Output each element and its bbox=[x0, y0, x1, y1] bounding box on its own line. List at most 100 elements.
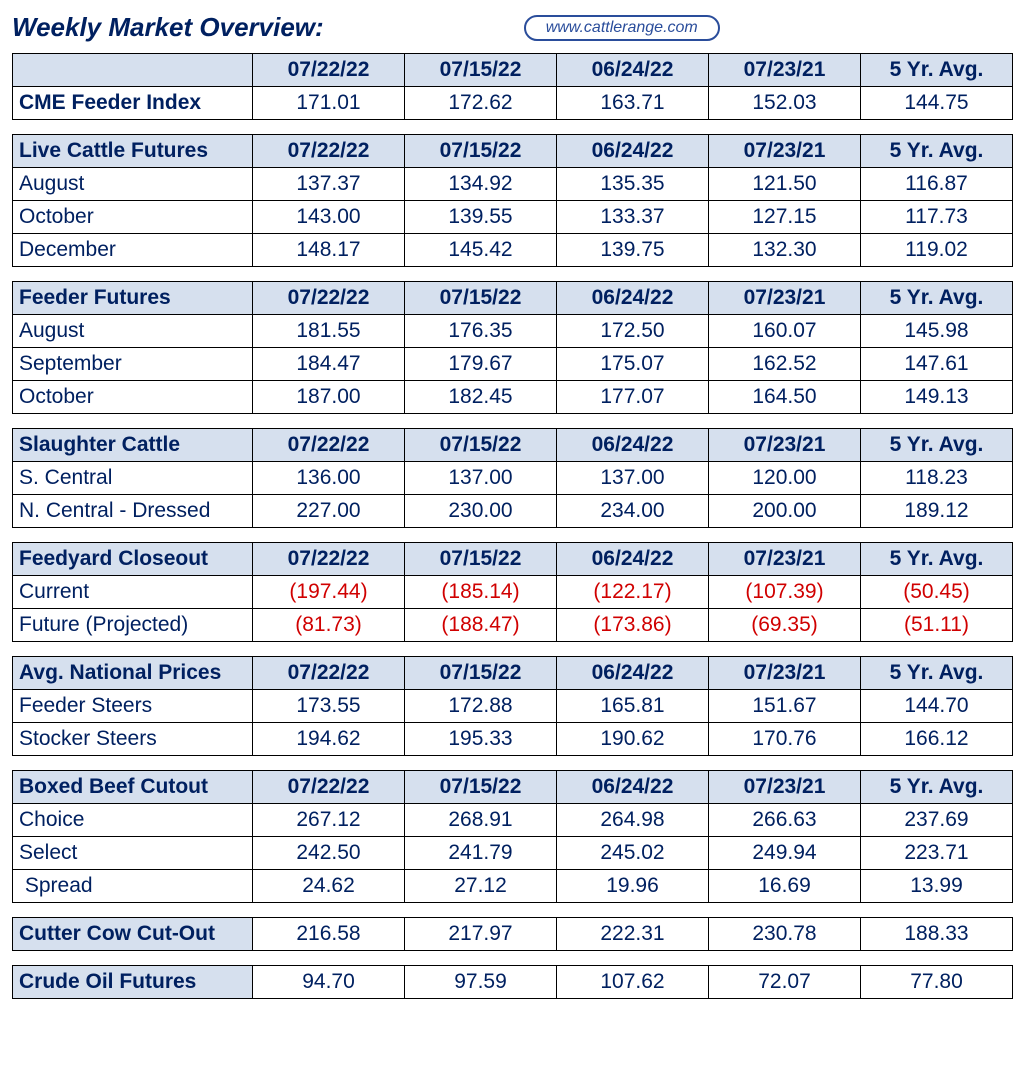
value-cell: 164.50 bbox=[709, 381, 861, 414]
value-cell: 143.00 bbox=[253, 201, 405, 234]
value-cell: (107.39) bbox=[709, 576, 861, 609]
date-header: 5 Yr. Avg. bbox=[861, 543, 1013, 576]
value-cell: 249.94 bbox=[709, 837, 861, 870]
tables-container: 07/22/2207/15/2206/24/2207/23/215 Yr. Av… bbox=[12, 53, 1012, 999]
value-cell: 19.96 bbox=[557, 870, 709, 903]
value-cell: 132.30 bbox=[709, 234, 861, 267]
date-header: 07/22/22 bbox=[253, 771, 405, 804]
row-label: CME Feeder Index bbox=[13, 87, 253, 120]
value-cell: 216.58 bbox=[253, 918, 405, 951]
value-cell: 176.35 bbox=[405, 315, 557, 348]
date-header: 07/22/22 bbox=[253, 429, 405, 462]
date-header: 07/22/22 bbox=[253, 657, 405, 690]
value-cell: 127.15 bbox=[709, 201, 861, 234]
date-header: 07/15/22 bbox=[405, 135, 557, 168]
date-header: 07/22/22 bbox=[253, 54, 405, 87]
date-header: 07/23/21 bbox=[709, 429, 861, 462]
section-header: Crude Oil Futures bbox=[13, 966, 253, 999]
value-cell: 149.13 bbox=[861, 381, 1013, 414]
value-cell: 230.78 bbox=[709, 918, 861, 951]
date-header: 07/23/21 bbox=[709, 135, 861, 168]
date-header: 5 Yr. Avg. bbox=[861, 282, 1013, 315]
value-cell: (122.17) bbox=[557, 576, 709, 609]
section-header: Live Cattle Futures bbox=[13, 135, 253, 168]
date-header: 07/23/21 bbox=[709, 657, 861, 690]
value-cell: 184.47 bbox=[253, 348, 405, 381]
date-header: 06/24/22 bbox=[557, 135, 709, 168]
value-cell: 120.00 bbox=[709, 462, 861, 495]
date-header: 5 Yr. Avg. bbox=[861, 429, 1013, 462]
value-cell: 116.87 bbox=[861, 168, 1013, 201]
value-cell: 181.55 bbox=[253, 315, 405, 348]
value-cell: 170.76 bbox=[709, 723, 861, 756]
date-header: 07/23/21 bbox=[709, 282, 861, 315]
value-cell: 177.07 bbox=[557, 381, 709, 414]
value-cell: 217.97 bbox=[405, 918, 557, 951]
date-header: 07/23/21 bbox=[709, 771, 861, 804]
value-cell: 160.07 bbox=[709, 315, 861, 348]
market-table: Slaughter Cattle07/22/2207/15/2206/24/22… bbox=[12, 428, 1013, 528]
value-cell: 145.42 bbox=[405, 234, 557, 267]
value-cell: 195.33 bbox=[405, 723, 557, 756]
value-cell: 118.23 bbox=[861, 462, 1013, 495]
value-cell: (188.47) bbox=[405, 609, 557, 642]
value-cell: (81.73) bbox=[253, 609, 405, 642]
value-cell: (185.14) bbox=[405, 576, 557, 609]
row-label: Feeder Steers bbox=[13, 690, 253, 723]
date-header: 07/15/22 bbox=[405, 657, 557, 690]
section-header bbox=[13, 54, 253, 87]
date-header: 07/15/22 bbox=[405, 54, 557, 87]
date-header: 06/24/22 bbox=[557, 282, 709, 315]
value-cell: 121.50 bbox=[709, 168, 861, 201]
value-cell: 188.33 bbox=[861, 918, 1013, 951]
value-cell: 13.99 bbox=[861, 870, 1013, 903]
value-cell: 24.62 bbox=[253, 870, 405, 903]
date-header: 07/22/22 bbox=[253, 135, 405, 168]
market-table: Crude Oil Futures94.7097.59107.6272.0777… bbox=[12, 965, 1013, 999]
row-label: Future (Projected) bbox=[13, 609, 253, 642]
value-cell: 139.55 bbox=[405, 201, 557, 234]
value-cell: 223.71 bbox=[861, 837, 1013, 870]
value-cell: 144.70 bbox=[861, 690, 1013, 723]
date-header: 06/24/22 bbox=[557, 54, 709, 87]
row-label: August bbox=[13, 168, 253, 201]
row-label: Select bbox=[13, 837, 253, 870]
value-cell: 144.75 bbox=[861, 87, 1013, 120]
date-header: 07/23/21 bbox=[709, 543, 861, 576]
value-cell: 237.69 bbox=[861, 804, 1013, 837]
value-cell: 151.67 bbox=[709, 690, 861, 723]
value-cell: 163.71 bbox=[557, 87, 709, 120]
value-cell: 172.88 bbox=[405, 690, 557, 723]
value-cell: 245.02 bbox=[557, 837, 709, 870]
value-cell: 135.35 bbox=[557, 168, 709, 201]
market-table: 07/22/2207/15/2206/24/2207/23/215 Yr. Av… bbox=[12, 53, 1013, 120]
value-cell: 117.73 bbox=[861, 201, 1013, 234]
value-cell: 77.80 bbox=[861, 966, 1013, 999]
value-cell: 136.00 bbox=[253, 462, 405, 495]
value-cell: 241.79 bbox=[405, 837, 557, 870]
section-header: Cutter Cow Cut-Out bbox=[13, 918, 253, 951]
value-cell: 137.00 bbox=[557, 462, 709, 495]
value-cell: 72.07 bbox=[709, 966, 861, 999]
value-cell: 137.00 bbox=[405, 462, 557, 495]
market-table: Feeder Futures07/22/2207/15/2206/24/2207… bbox=[12, 281, 1013, 414]
section-header: Slaughter Cattle bbox=[13, 429, 253, 462]
value-cell: 152.03 bbox=[709, 87, 861, 120]
row-label: S. Central bbox=[13, 462, 253, 495]
row-label: Choice bbox=[13, 804, 253, 837]
date-header: 07/15/22 bbox=[405, 429, 557, 462]
market-table: Cutter Cow Cut-Out216.58217.97222.31230.… bbox=[12, 917, 1013, 951]
section-header: Avg. National Prices bbox=[13, 657, 253, 690]
value-cell: (173.86) bbox=[557, 609, 709, 642]
date-header: 5 Yr. Avg. bbox=[861, 135, 1013, 168]
value-cell: 172.50 bbox=[557, 315, 709, 348]
value-cell: 172.62 bbox=[405, 87, 557, 120]
value-cell: 16.69 bbox=[709, 870, 861, 903]
value-cell: 147.61 bbox=[861, 348, 1013, 381]
value-cell: 264.98 bbox=[557, 804, 709, 837]
value-cell: 194.62 bbox=[253, 723, 405, 756]
value-cell: 189.12 bbox=[861, 495, 1013, 528]
value-cell: 266.63 bbox=[709, 804, 861, 837]
value-cell: 230.00 bbox=[405, 495, 557, 528]
value-cell: 134.92 bbox=[405, 168, 557, 201]
